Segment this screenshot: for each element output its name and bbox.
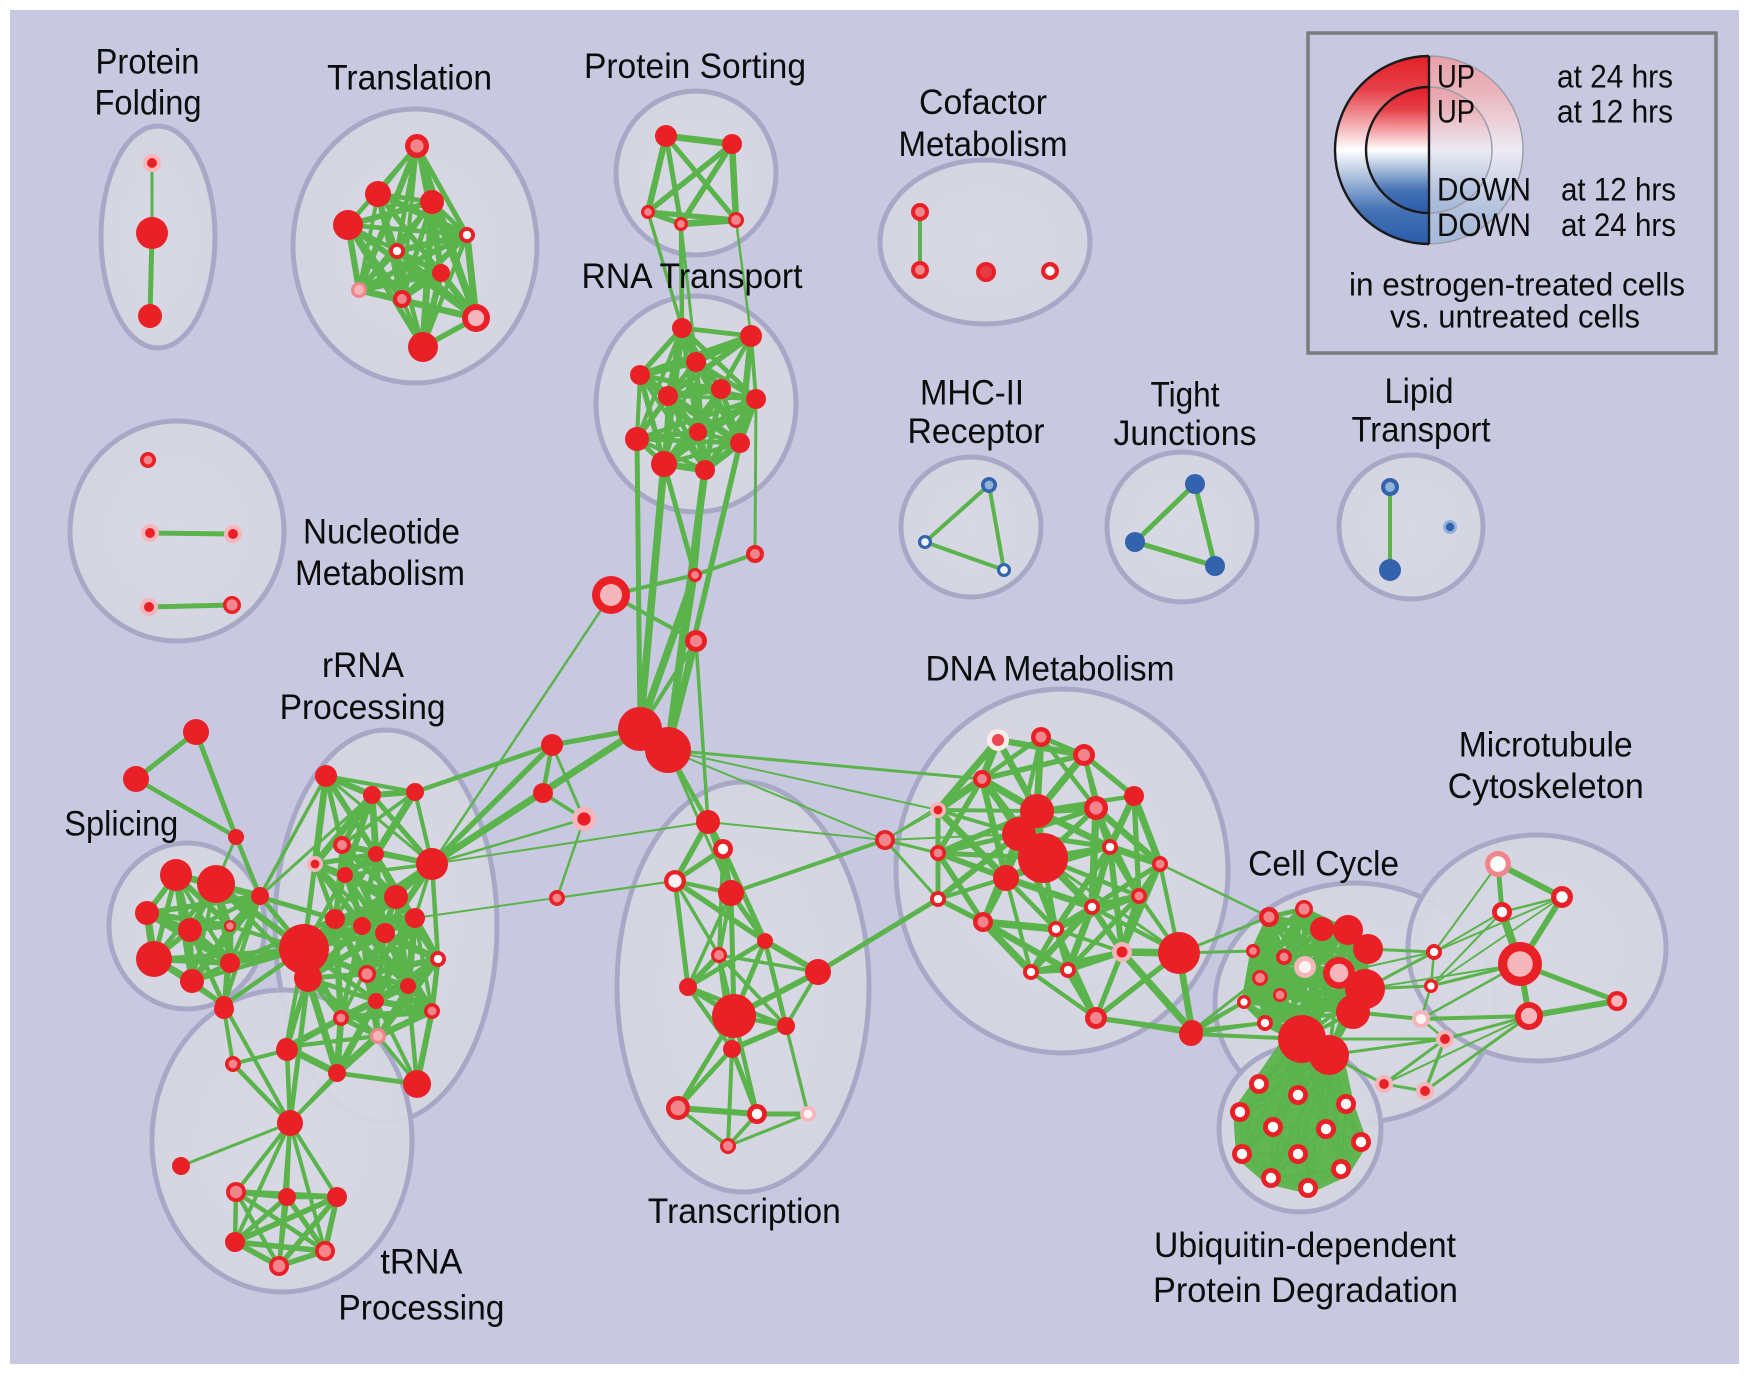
svg-text:MHC-II: MHC-II — [920, 374, 1024, 413]
svg-text:UP: UP — [1437, 94, 1475, 130]
svg-text:UP: UP — [1437, 59, 1475, 95]
svg-text:Transport: Transport — [1352, 410, 1491, 449]
svg-text:tRNA: tRNA — [380, 1242, 463, 1281]
svg-text:vs. untreated cells: vs. untreated cells — [1390, 299, 1640, 335]
svg-text:Protein Sorting: Protein Sorting — [584, 47, 806, 86]
svg-text:Cofactor: Cofactor — [919, 83, 1047, 122]
svg-text:Nucleotide: Nucleotide — [303, 512, 460, 551]
svg-text:Microtubule: Microtubule — [1459, 725, 1633, 764]
svg-text:at 12 hrs: at 12 hrs — [1557, 94, 1673, 130]
svg-text:Cell Cycle: Cell Cycle — [1248, 845, 1399, 884]
svg-text:Splicing: Splicing — [64, 804, 178, 843]
svg-text:rRNA: rRNA — [322, 646, 405, 685]
svg-text:Ubiquitin-dependent: Ubiquitin-dependent — [1154, 1226, 1456, 1265]
svg-text:Junctions: Junctions — [1114, 414, 1257, 453]
svg-text:Protein Degradation: Protein Degradation — [1153, 1271, 1458, 1310]
svg-text:Cytoskeleton: Cytoskeleton — [1448, 767, 1644, 806]
svg-text:in estrogen-treated cells: in estrogen-treated cells — [1349, 267, 1685, 303]
svg-text:DOWN: DOWN — [1437, 207, 1531, 243]
svg-text:Processing: Processing — [280, 688, 446, 727]
svg-text:Metabolism: Metabolism — [295, 554, 465, 593]
svg-text:Receptor: Receptor — [908, 412, 1045, 451]
svg-text:Processing: Processing — [338, 1289, 504, 1328]
svg-text:at 24 hrs: at 24 hrs — [1561, 207, 1676, 243]
svg-text:Lipid: Lipid — [1385, 372, 1454, 411]
svg-text:Tight: Tight — [1151, 376, 1220, 415]
svg-text:Folding: Folding — [95, 84, 202, 123]
svg-text:Transcription: Transcription — [648, 1192, 841, 1231]
svg-text:Metabolism: Metabolism — [899, 125, 1068, 164]
svg-text:RNA Transport: RNA Transport — [582, 257, 803, 296]
svg-text:Translation: Translation — [327, 59, 492, 98]
svg-text:Protein: Protein — [96, 43, 200, 82]
svg-text:at 12 hrs: at 12 hrs — [1561, 171, 1676, 207]
svg-text:DNA Metabolism: DNA Metabolism — [926, 649, 1175, 688]
svg-text:at 24 hrs: at 24 hrs — [1557, 59, 1673, 95]
svg-text:DOWN: DOWN — [1437, 171, 1531, 207]
